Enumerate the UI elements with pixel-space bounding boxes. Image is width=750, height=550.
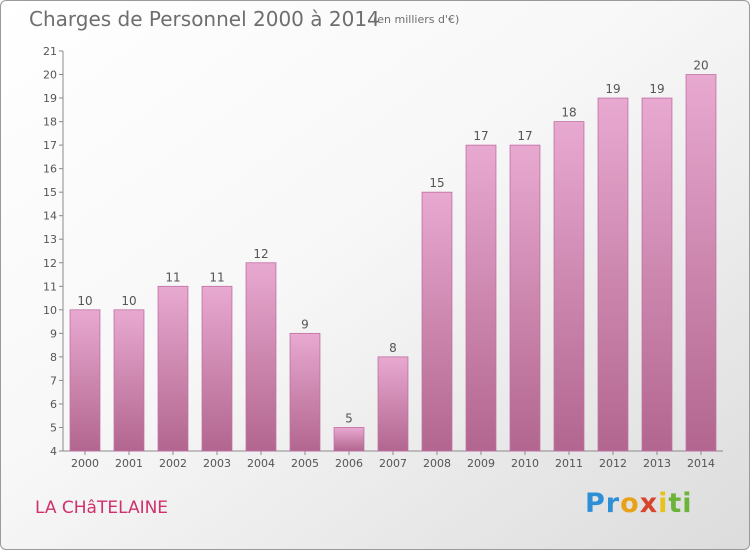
bar xyxy=(245,262,277,452)
y-tick-label: 14 xyxy=(43,210,57,223)
chart-subtitle: (en milliers d'€) xyxy=(373,13,460,26)
bar-value-label: 15 xyxy=(429,176,444,190)
bar-value-label: 11 xyxy=(165,270,180,284)
bar-value-label: 11 xyxy=(209,270,224,284)
y-tick-label: 11 xyxy=(43,280,57,293)
y-tick-label: 19 xyxy=(43,92,57,105)
y-tick-label: 5 xyxy=(50,421,57,434)
x-tick-label: 2001 xyxy=(115,457,143,470)
bar-value-label: 5 xyxy=(345,411,353,425)
y-tick-label: 8 xyxy=(50,351,57,364)
y-tick-label: 15 xyxy=(43,186,57,199)
bar xyxy=(421,191,453,452)
x-tick-label: 2009 xyxy=(467,457,495,470)
bar-value-label: 9 xyxy=(301,317,309,331)
x-tick-label: 2000 xyxy=(71,457,99,470)
x-tick-label: 2011 xyxy=(555,457,583,470)
y-tick-label: 12 xyxy=(43,257,57,270)
logo-letter: x xyxy=(639,488,659,519)
bars xyxy=(69,74,717,452)
proxiti-logo: Proxiti xyxy=(585,488,693,519)
x-tick-label: 2008 xyxy=(423,457,451,470)
bar xyxy=(597,97,629,452)
x-tick-label: 2002 xyxy=(159,457,187,470)
bar-value-label: 18 xyxy=(561,106,576,120)
bar xyxy=(69,309,101,452)
logo-letter: t xyxy=(668,488,683,519)
bar xyxy=(685,74,717,452)
x-tick-label: 2007 xyxy=(379,457,407,470)
bar xyxy=(201,285,233,452)
y-tick-label: 16 xyxy=(43,163,57,176)
x-tick-label: 2003 xyxy=(203,457,231,470)
x-tick-label: 2012 xyxy=(599,457,627,470)
y-tick-label: 17 xyxy=(43,139,57,152)
bar xyxy=(509,144,541,452)
y-tick-label: 18 xyxy=(43,116,57,129)
x-tick-label: 2014 xyxy=(687,457,715,470)
bar xyxy=(333,427,365,452)
logo-letter: P xyxy=(585,488,606,519)
x-tick-label: 2010 xyxy=(511,457,539,470)
y-tick-label: 21 xyxy=(43,45,57,58)
logo-letter: i xyxy=(658,488,669,519)
axes: 4 5 6 7 8 9 10 11 12 13 14 15 16 17 18 19 20 21 2000 2001 20… xyxy=(43,45,723,470)
logo-letter: r xyxy=(605,488,621,519)
y-tick-label: 6 xyxy=(50,398,57,411)
bar xyxy=(289,332,321,452)
bar xyxy=(641,97,673,452)
bar xyxy=(157,285,189,452)
chart-title: Charges de Personnel 2000 à 2014 xyxy=(29,7,380,31)
bar-value-label: 20 xyxy=(693,59,708,73)
bar-value-label: 10 xyxy=(77,294,92,308)
x-tick-label: 2004 xyxy=(247,457,275,470)
bar-value-label: 8 xyxy=(389,341,397,355)
bar-value-label: 10 xyxy=(121,294,136,308)
x-tick-label: 2005 xyxy=(291,457,319,470)
commune-name: LA CHâTELAINE xyxy=(35,498,169,518)
y-tick-label: 9 xyxy=(50,327,57,340)
x-tick-label: 2013 xyxy=(643,457,671,470)
bar xyxy=(377,356,409,452)
bar-value-label: 17 xyxy=(473,129,488,143)
logo-letter: o xyxy=(620,488,640,519)
bar xyxy=(113,309,145,452)
bar-value-label: 17 xyxy=(517,129,532,143)
bar-value-label: 19 xyxy=(649,82,664,96)
y-tick-label: 7 xyxy=(50,374,57,387)
x-tick-label: 2006 xyxy=(335,457,363,470)
bar xyxy=(553,121,585,452)
data-labels: 10 10 11 11 12 9 5 8 15 17 17 18 19 19 20 xyxy=(77,59,708,426)
bar-value-label: 19 xyxy=(605,82,620,96)
bar-value-label: 12 xyxy=(253,247,268,261)
logo-letter: i xyxy=(682,488,693,519)
y-tick-label: 20 xyxy=(43,69,57,82)
y-tick-label: 10 xyxy=(43,304,57,317)
y-tick-label: 13 xyxy=(43,233,57,246)
y-tick-label: 4 xyxy=(50,445,57,458)
bar xyxy=(465,144,497,452)
